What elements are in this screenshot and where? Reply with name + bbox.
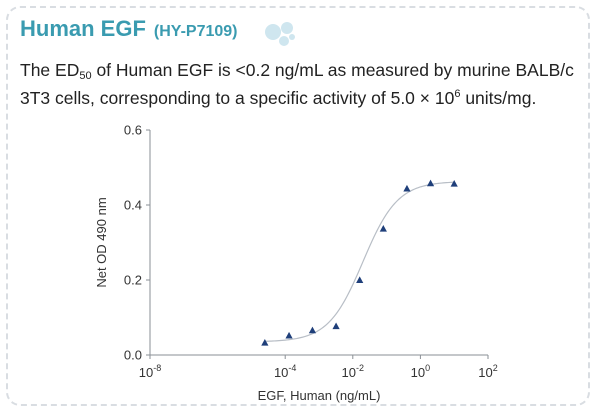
title-row: Human EGF (HY-P7109) <box>20 16 238 42</box>
x-tick-base: 10 <box>342 365 356 380</box>
x-tick-exponent: -2 <box>356 363 364 373</box>
x-tick-label: 10-8 <box>139 363 161 380</box>
ed-subscript: 50 <box>79 70 92 82</box>
desc-part3: units/mg. <box>460 88 537 108</box>
catalog-number: (HY-P7109) <box>153 23 238 40</box>
data-point <box>426 179 435 187</box>
x-tick-base: 10 <box>478 365 492 380</box>
y-tick-label: 0.6 <box>124 123 142 138</box>
x-tick-base: 10 <box>139 365 153 380</box>
y-tick-label: 0.4 <box>124 198 142 213</box>
exp-superscript: 6 <box>454 88 461 100</box>
bubbles-logo-icon <box>265 22 295 46</box>
data-point <box>356 276 364 283</box>
product-card <box>6 6 590 406</box>
activity-description: The ED50 of Human EGF is <0.2 ng/mL as m… <box>20 56 590 112</box>
x-tick-label: 100 <box>411 363 430 380</box>
y-axis-label: Net OD 490 nm <box>94 197 109 287</box>
x-tick-exponent: -4 <box>288 363 296 373</box>
data-point <box>403 184 411 192</box>
y-tick-label: 0.2 <box>124 273 142 288</box>
data-point <box>450 180 458 187</box>
x-tick-exponent: 2 <box>493 363 498 373</box>
data-point <box>285 331 293 339</box>
data-point <box>261 339 269 346</box>
x-tick-label: 10-2 <box>342 363 364 380</box>
x-tick-base: 10 <box>274 365 288 380</box>
data-point <box>308 326 317 334</box>
desc-part1: The ED <box>20 60 80 80</box>
x-tick-base: 10 <box>411 365 425 380</box>
data-point <box>332 322 340 330</box>
data-point <box>379 225 387 232</box>
fit-curve-line <box>264 181 455 342</box>
desc-part2: of Human EGF is <0.2 ng/mL as measured b… <box>20 60 574 108</box>
product-title: Human EGF <box>20 16 146 41</box>
x-axis-label: EGF, Human (ng/mL) <box>258 388 381 403</box>
x-tick-label: 10-4 <box>274 363 296 380</box>
x-tick-exponent: 0 <box>425 363 430 373</box>
y-tick-label: 0.0 <box>124 348 142 363</box>
x-tick-label: 102 <box>478 363 497 380</box>
x-tick-exponent: -8 <box>153 363 161 373</box>
